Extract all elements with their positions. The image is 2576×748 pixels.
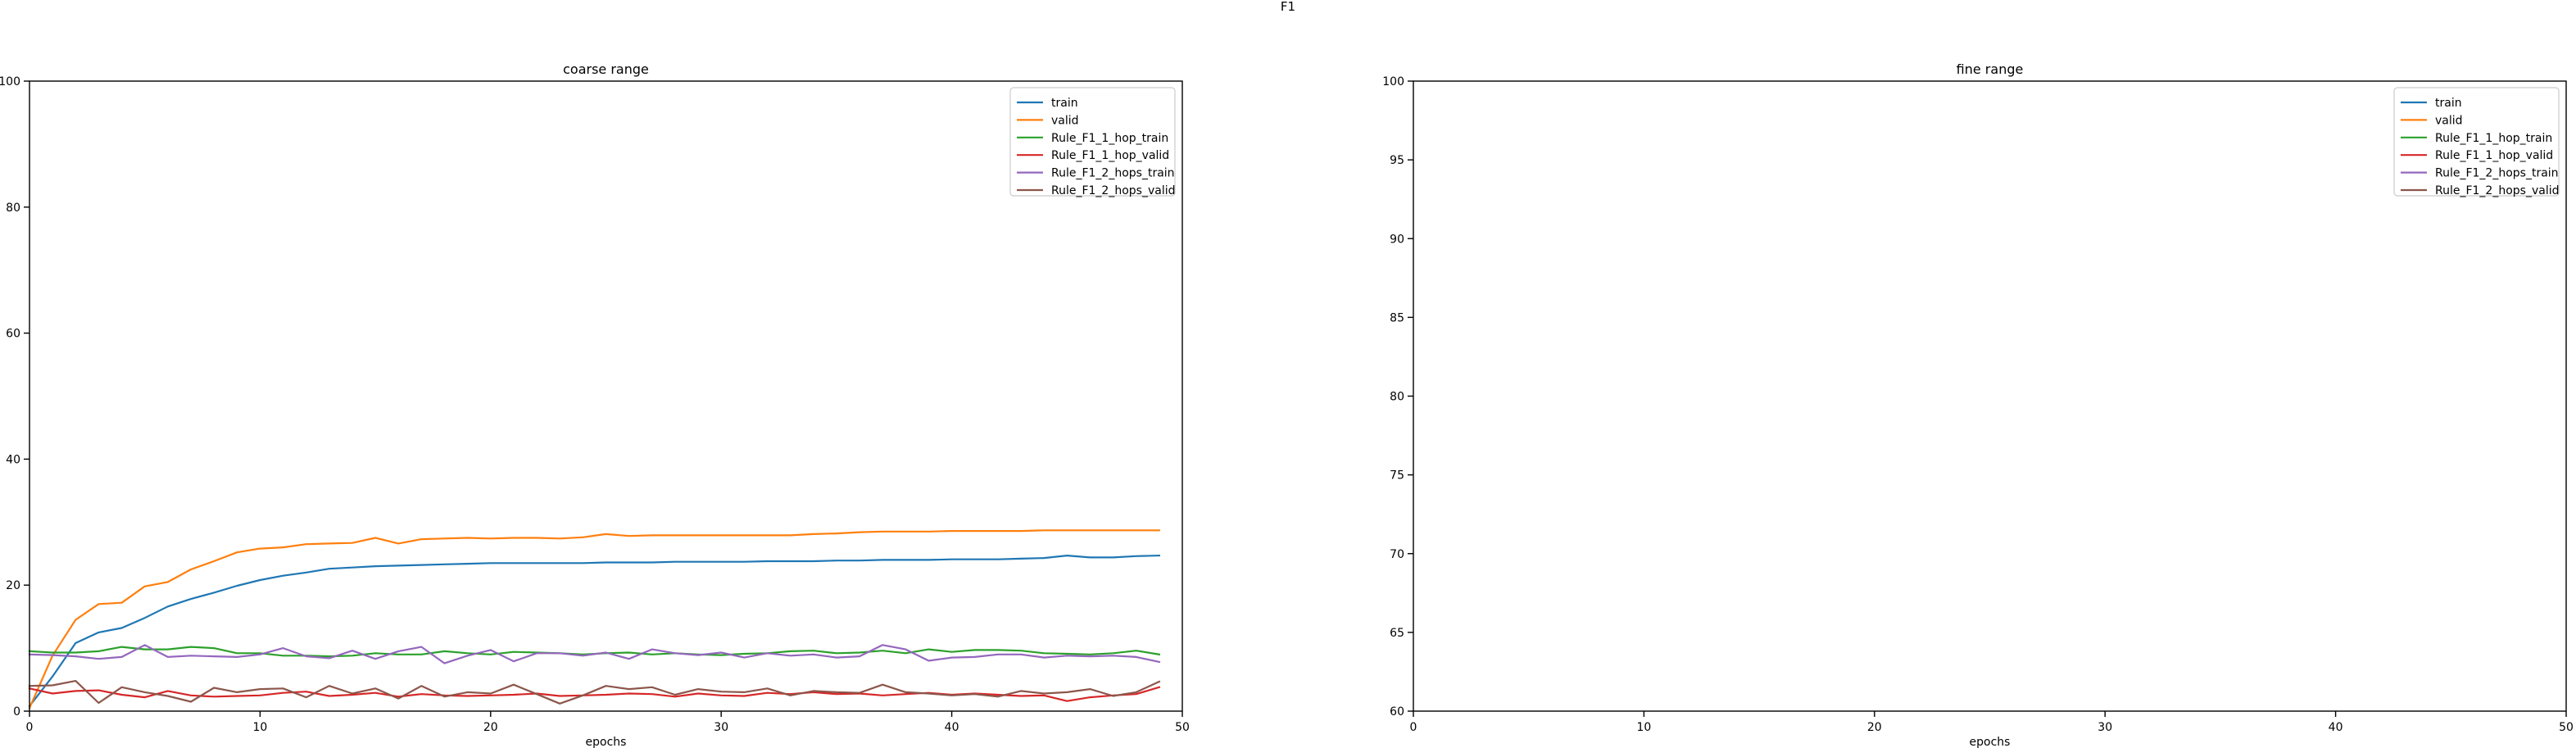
chart0-legend-label-rule-f1-1-hop-train: Rule_F1_1_hop_train: [1051, 132, 1168, 145]
chart0-legend-label-train: train: [1051, 97, 1078, 110]
chart0-x-tick-label-0: 0: [26, 721, 34, 734]
chart0-x-tick-label-5: 50: [1175, 721, 1190, 734]
chart0-x-tick-label-4: 40: [945, 721, 959, 734]
chart0-plot-frame: [29, 80, 1183, 712]
chart1-x-tick-label-1: 10: [1636, 721, 1651, 734]
chart1-y-tick-label-2: 70: [1390, 548, 1404, 561]
chart0-legend-label-rule-f1-2-hops-train: Rule_F1_2_hops_train: [1051, 167, 1175, 180]
chart0-x-axis-label: epochs: [586, 736, 627, 748]
chart1-plot-frame: [1413, 80, 2567, 712]
chart1-y-tick-label-4: 80: [1390, 391, 1404, 404]
chart0-title: coarse range: [563, 61, 649, 77]
chart0-x-tick-label-3: 30: [714, 721, 728, 734]
chart0-x-tick-label-2: 20: [483, 721, 498, 734]
chart0-legend: train valid Rule_F1_1_hop_train Rule_F1_1_h…: [1009, 87, 1176, 197]
chart0-x-tick-label-1: 10: [252, 721, 267, 734]
chart0-legend-label-valid: valid: [1051, 114, 1079, 127]
chart0-series-rule-f1-2-hops-train-line: [28, 644, 1161, 664]
chart0-y-tick-label-4: 80: [6, 202, 20, 215]
chart1-legend-label-rule-f1-1-hop-train: Rule_F1_1_hop_train: [2435, 132, 2552, 145]
chart1-y-tick-label-6: 90: [1390, 233, 1404, 246]
chart1-x-tick-label-5: 50: [2559, 721, 2574, 734]
chart1-y-tick-label-5: 85: [1390, 311, 1404, 324]
chart0-y-tick-label-2: 40: [6, 453, 20, 466]
figure-title: F1: [1280, 0, 1296, 14]
chart1-y-tick-label-7: 95: [1390, 154, 1404, 167]
chart0-legend-label-rule-f1-1-hop-valid: Rule_F1_1_hop_valid: [1051, 149, 1169, 162]
chart1-y-tick-label-1: 65: [1390, 627, 1404, 640]
chart0-series-rule-f1-2-hops-valid-line: [28, 679, 1161, 705]
coarse-range-chart: 0 10 20 30 40 50 0 20 40 60 80 100 coarse range epoch…: [0, 61, 1190, 748]
chart0-legend-label-rule-f1-2-hops-valid: Rule_F1_2_hops_valid: [1051, 184, 1176, 197]
chart0-series-valid-line: [28, 529, 1161, 709]
chart1-legend-label-rule-f1-2-hops-train: Rule_F1_2_hops_train: [2435, 167, 2559, 180]
chart0-y-tick-label-3: 60: [6, 328, 20, 341]
chart1-x-tick-label-3: 30: [2098, 721, 2112, 734]
chart1-x-tick-label-4: 40: [2329, 721, 2343, 734]
chart0-y-tick-label-1: 20: [6, 579, 20, 592]
chart0-legend-box: [1009, 87, 1176, 197]
chart1-x-axis-label: epochs: [1970, 736, 2011, 748]
chart0-y-tick-label-0: 0: [13, 705, 20, 719]
chart0-series-train-line: [28, 554, 1161, 708]
chart1-legend-label-rule-f1-2-hops-valid: Rule_F1_2_hops_valid: [2435, 184, 2560, 197]
chart1-title: fine range: [1957, 61, 2024, 77]
chart1-y-tick-label-0: 60: [1390, 705, 1404, 719]
chart1-y-tick-label-3: 75: [1390, 469, 1404, 483]
chart0-y-tick-label-5: 100: [0, 75, 20, 88]
chart1-legend-label-train: train: [2435, 97, 2462, 110]
fine-range-chart: 0 10 20 30 40 50 60 65 70 75 80 85 90 95 100 fine range…: [1382, 61, 2574, 748]
chart1-legend-box: [2393, 87, 2560, 197]
chart1-x-tick-label-0: 0: [1410, 721, 1417, 734]
chart0-series-rule-f1-1-hop-valid-line: [28, 686, 1161, 702]
chart1-legend-label-rule-f1-1-hop-valid: Rule_F1_1_hop_valid: [2435, 149, 2553, 162]
chart1-legend: train valid Rule_F1_1_hop_train Rule_F1_1_h…: [2393, 87, 2560, 197]
chart1-x-tick-label-2: 20: [1867, 721, 1882, 734]
chart1-legend-label-valid: valid: [2435, 114, 2463, 127]
chart1-y-tick-label-8: 100: [1382, 75, 1404, 88]
